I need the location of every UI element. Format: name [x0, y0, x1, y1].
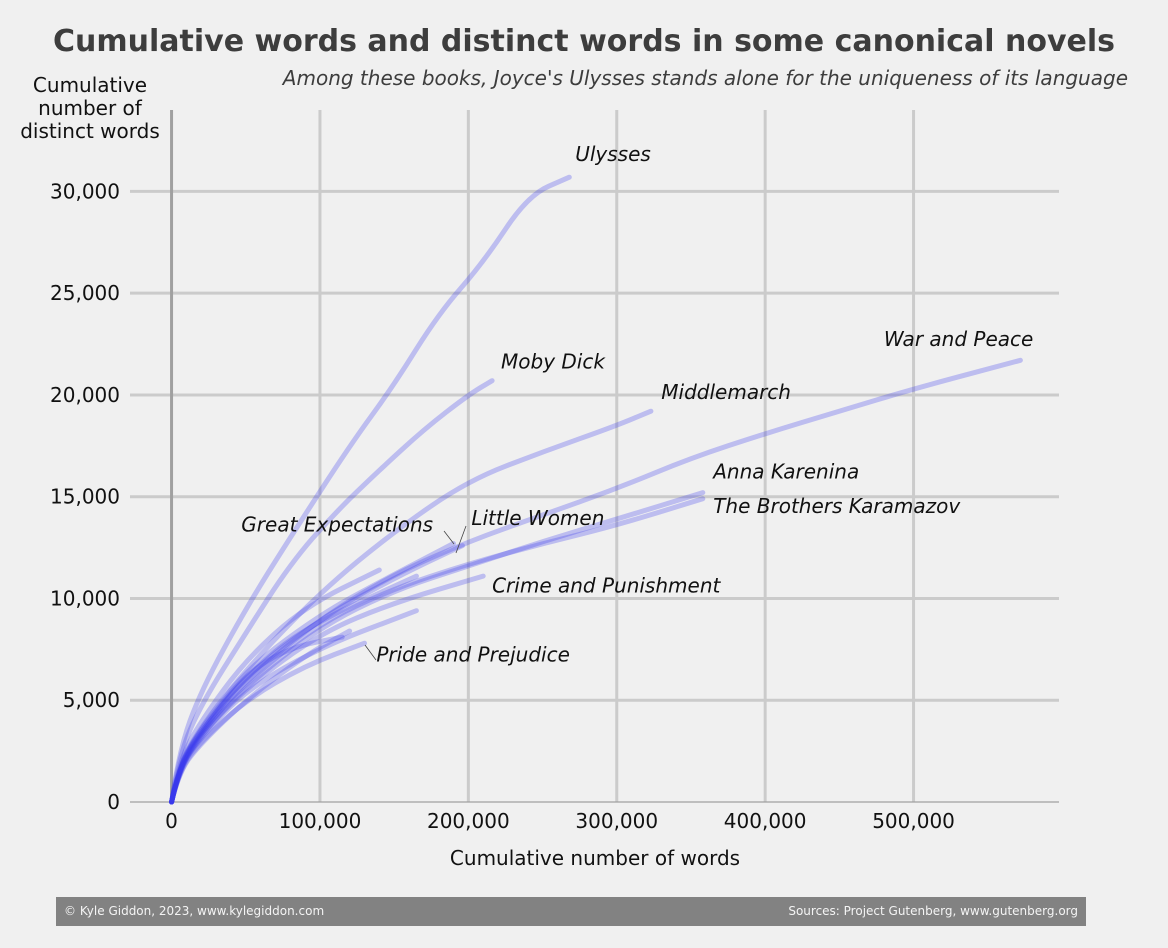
- x-tick-label: 100,000: [279, 809, 362, 833]
- x-tick-label: 400,000: [724, 809, 807, 833]
- series-line: [169, 490, 706, 805]
- grid-lines: [130, 110, 1059, 802]
- book-label: Little Women: [471, 506, 604, 530]
- book-label: Anna Karenina: [711, 459, 859, 483]
- series-line: [169, 567, 382, 805]
- axes: [130, 110, 1059, 803]
- y-tick-label: 30,000: [50, 179, 120, 203]
- book-label: The Brothers Karamazov: [713, 494, 961, 518]
- series-line: [169, 174, 572, 805]
- book-labels: Ulysses Moby Dick Middlemarch War and Peace…: [241, 142, 1033, 667]
- series-line: [169, 408, 654, 805]
- chart-subtitle: Among these books, Joyce's Ulysses stand…: [282, 66, 1128, 90]
- copyright-text: © Kyle Giddon, 2023, www.kylegiddon.com: [64, 904, 325, 918]
- y-tick-label: 0: [107, 790, 120, 814]
- series-line: [169, 640, 367, 805]
- book-label: Crime and Punishment: [492, 573, 721, 597]
- y-tick-label: 20,000: [50, 383, 120, 407]
- book-label: Pride and Prejudice: [376, 643, 570, 667]
- x-axis-label: Cumulative number of words: [449, 846, 741, 870]
- x-tick-label: 300,000: [575, 809, 658, 833]
- footer-bar: © Kyle Giddon, 2023, www.kylegiddon.com …: [56, 897, 1086, 926]
- chart-title: Cumulative words and distinct words in s…: [53, 24, 1115, 59]
- book-label: Middlemarch: [661, 380, 791, 404]
- y-tick-label: 10,000: [50, 586, 120, 610]
- series-line: [169, 628, 353, 805]
- series-line: [169, 573, 486, 805]
- series-line: [169, 543, 465, 805]
- book-label: Ulysses: [575, 142, 651, 166]
- series-line: [169, 541, 456, 805]
- book-label: Moby Dick: [501, 349, 606, 373]
- series-line: [169, 608, 419, 805]
- y-tick-label: 25,000: [50, 281, 120, 305]
- book-label: Great Expectations: [241, 512, 433, 536]
- series-line: [169, 496, 706, 805]
- label-leader-line: [364, 644, 377, 661]
- label-leader-line: [443, 530, 455, 545]
- x-tick-label: 500,000: [872, 809, 955, 833]
- y-tick-label: 5,000: [63, 688, 120, 712]
- series-line: [169, 378, 495, 805]
- y-axis-label: Cumulative number of distinct words: [20, 73, 160, 143]
- tick-labels: 0 5,000 10,000 15,000 20,000 25,000 30,000 0 100…: [50, 179, 955, 833]
- series-line: [169, 573, 419, 805]
- sources-text: Sources: Project Gutenberg, www.gutenber…: [788, 904, 1078, 918]
- series-lines: [169, 174, 1023, 805]
- x-tick-label: 200,000: [427, 809, 510, 833]
- series-line: [169, 357, 1023, 805]
- series-line: [169, 634, 345, 805]
- label-leader-line: [455, 525, 467, 554]
- book-label: War and Peace: [884, 327, 1033, 351]
- x-tick-label: 0: [165, 809, 178, 833]
- y-tick-label: 15,000: [50, 485, 120, 509]
